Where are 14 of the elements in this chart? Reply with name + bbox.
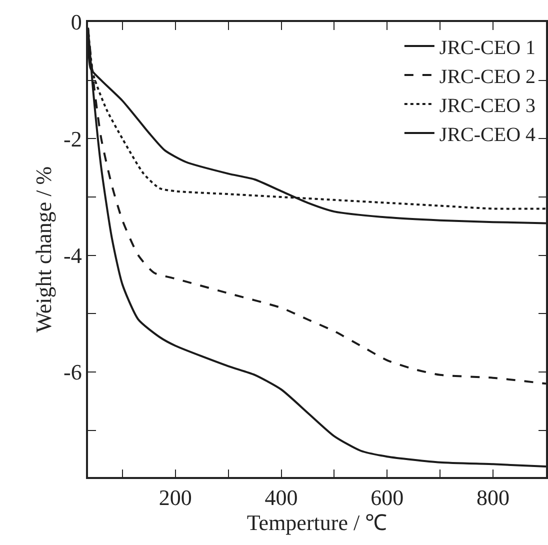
x-tick-label: 800 — [476, 485, 510, 510]
legend-label: JRC-CEO 4 — [439, 124, 536, 146]
legend-label: JRC-CEO 3 — [439, 94, 536, 117]
legend-label: JRC-CEO 2 — [439, 66, 536, 88]
legend-label: JRC-CEO 1 — [439, 36, 536, 59]
x-tick-label: 200 — [158, 485, 192, 510]
y-tick-label: 0 — [70, 10, 82, 35]
x-tick-label: 600 — [370, 485, 404, 510]
x-axis-title: Temperture / ℃ — [246, 510, 388, 536]
y-tick-label: -2 — [64, 126, 82, 152]
y-tick-label: -6 — [64, 360, 82, 385]
y-axis-title: Weight change / % — [30, 166, 56, 333]
y-tick-label: -4 — [64, 243, 82, 268]
x-tick-label: 400 — [264, 485, 298, 510]
